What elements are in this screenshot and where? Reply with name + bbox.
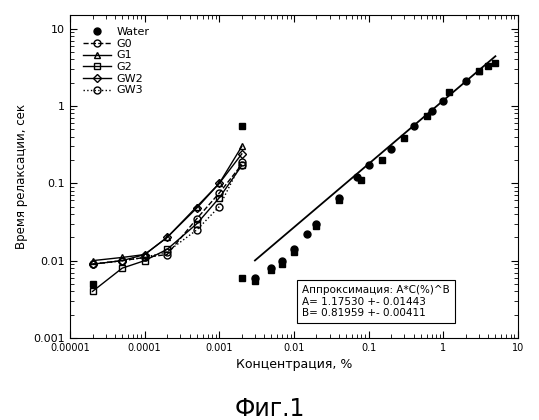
G0 [89,262,96,267]
GW3 [89,262,96,267]
GW2 [141,252,148,257]
GW2 [194,205,200,210]
G1 [216,181,223,186]
Water [462,79,469,84]
G1 [119,255,126,260]
G0 [164,252,170,257]
Line: G1: G1 [89,143,245,264]
GW3 [216,204,223,209]
Water [354,175,360,180]
G0 [216,190,223,195]
Water [279,258,286,263]
G1 [164,235,170,240]
G0 [239,162,245,167]
G0 [141,255,148,260]
GW2 [239,151,245,156]
GW3 [239,159,245,164]
GW3 [164,249,170,255]
Water [410,123,417,129]
G1 [89,258,96,263]
Water [252,275,258,280]
Line: GW2: GW2 [89,151,245,267]
G0 [194,216,200,221]
G2 [164,247,170,252]
Water [440,99,446,104]
G0 [119,258,126,263]
Water [429,109,435,114]
X-axis label: Концентрация, %: Концентрация, % [236,358,352,371]
G1 [194,204,200,209]
Legend: Water, G0, G1, G2, GW2, GW3: Water, G0, G1, G2, GW2, GW3 [80,24,153,99]
G2 [141,258,148,263]
GW3 [141,255,148,260]
Water [388,146,395,151]
Water [336,195,342,200]
G2 [89,289,96,294]
Water [268,265,275,270]
Y-axis label: Время релаксации, сек: Время релаксации, сек [15,104,28,249]
Text: Фиг.1: Фиг.1 [234,397,305,420]
GW2 [164,235,170,240]
Line: GW3: GW3 [89,158,245,268]
GW2 [89,262,96,267]
Water [365,163,372,168]
GW2 [216,181,223,186]
G2 [119,265,126,270]
Text: Аппроксимация: A*C(%)^B
A= 1.17530 +- 0.01443
B= 0.81959 +- 0.00411: Аппроксимация: A*C(%)^B A= 1.17530 +- 0.… [302,285,450,318]
G1 [239,144,245,149]
Water [291,247,297,252]
G1 [141,252,148,257]
G2 [194,221,200,226]
G2 [216,195,223,200]
Water [313,221,320,226]
GW3 [119,258,126,263]
Line: G2: G2 [89,162,245,295]
GW3 [194,227,200,232]
Water [304,232,310,237]
GW2 [119,258,126,263]
G2 [239,163,245,168]
Line: Water: Water [252,78,469,281]
Line: G0: G0 [89,161,245,268]
